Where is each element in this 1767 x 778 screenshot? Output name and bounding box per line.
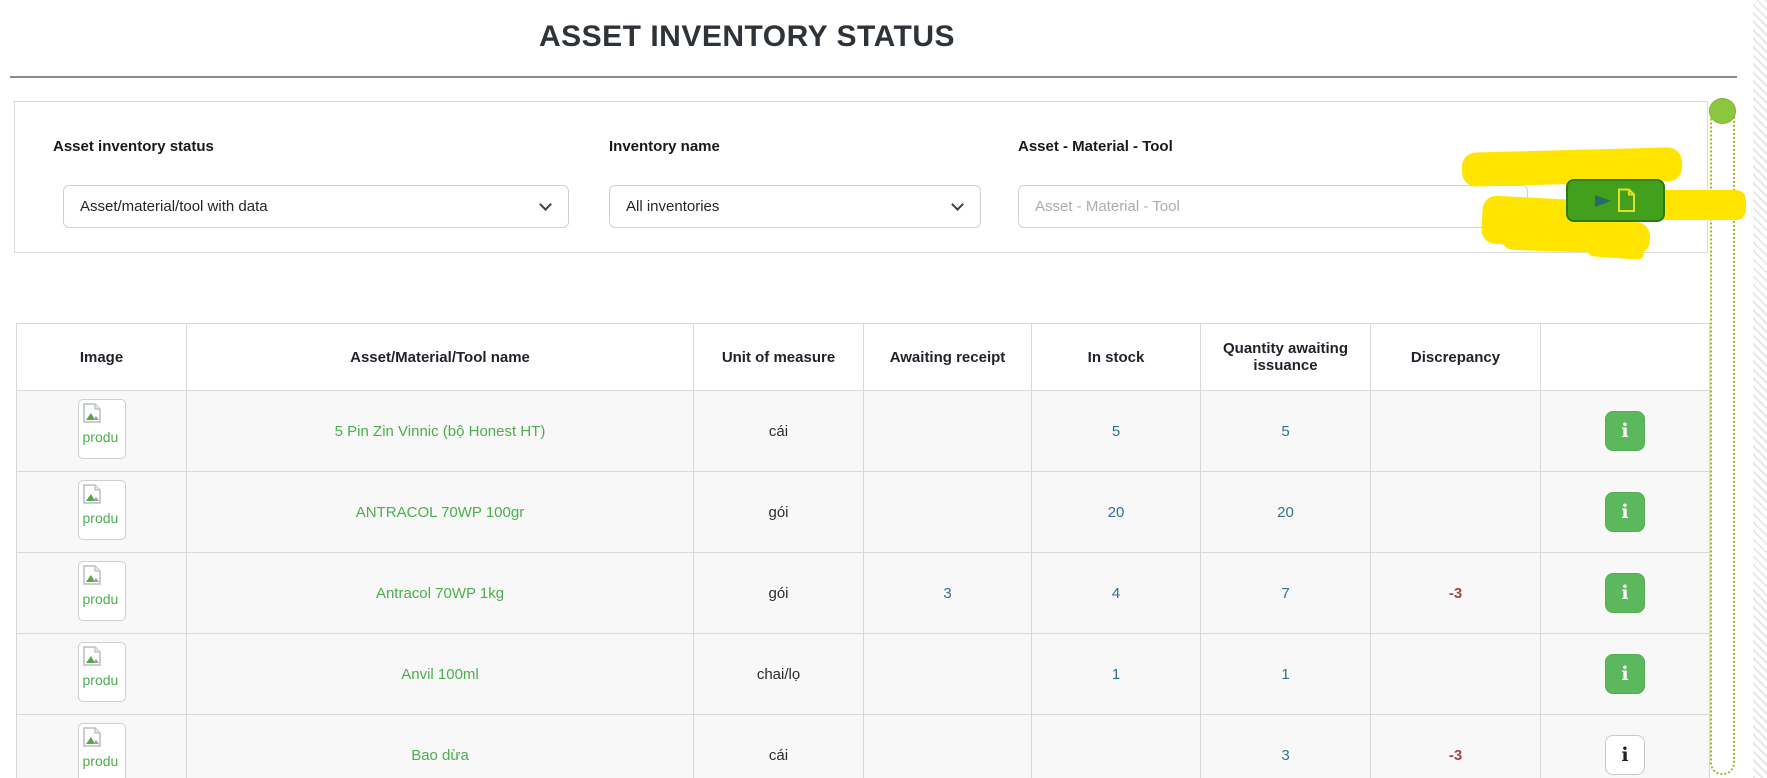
table-row: produ Anvil 100ml chai/lọ 1 1 i	[16, 633, 1710, 715]
awaiting-issuance-cell: 5	[1200, 390, 1371, 472]
image-alt-text: produ	[82, 510, 119, 526]
awaiting-issuance-cell: 20	[1200, 471, 1371, 553]
asset-name-link[interactable]: Bao dừa	[186, 714, 694, 778]
product-thumbnail[interactable]: produ	[77, 561, 126, 621]
table-row: produ Bao dừa cái 3 -3 i	[16, 714, 1710, 778]
asset-name-link[interactable]: Antracol 70WP 1kg	[186, 552, 694, 634]
image-cell: produ	[16, 552, 187, 634]
unit-cell: gói	[693, 552, 864, 634]
chevron-down-icon	[951, 198, 964, 211]
highlight-marker	[1587, 244, 1645, 260]
table-header-row: Image Asset/Material/Tool name Unit of m…	[16, 323, 1710, 391]
filter-label-inventory: Inventory name	[609, 138, 720, 155]
asset-search-input[interactable]	[1035, 198, 1511, 215]
unit-cell: cái	[693, 714, 864, 778]
discrepancy-cell: -3	[1370, 714, 1541, 778]
table-row: produ ANTRACOL 70WP 100gr gói 20 20 i	[16, 471, 1710, 553]
inventory-select[interactable]: All inventories	[609, 185, 981, 228]
asset-name-link[interactable]: Anvil 100ml	[186, 633, 694, 715]
asset-search-field	[1018, 185, 1528, 228]
header-unit: Unit of measure	[693, 323, 864, 391]
in-stock-cell: 5	[1031, 390, 1201, 472]
in-stock-cell: 4	[1031, 552, 1201, 634]
asset-name-link[interactable]: ANTRACOL 70WP 100gr	[186, 471, 694, 553]
inventory-select-value: All inventories	[626, 198, 720, 215]
info-button[interactable]: i	[1605, 654, 1645, 694]
image-alt-text: produ	[82, 591, 119, 607]
image-cell: produ	[16, 471, 187, 553]
broken-image-icon	[82, 484, 101, 504]
inventory-table: Image Asset/Material/Tool name Unit of m…	[16, 323, 1710, 778]
header-image: Image	[16, 323, 187, 391]
unit-cell: chai/lọ	[693, 633, 864, 715]
unit-cell: cái	[693, 390, 864, 472]
image-cell: produ	[16, 714, 187, 778]
broken-image-icon	[82, 565, 101, 585]
actions-cell: i	[1540, 390, 1710, 472]
awaiting-receipt-cell: 3	[863, 552, 1032, 634]
status-select[interactable]: Asset/material/tool with data	[63, 185, 569, 228]
header-name: Asset/Material/Tool name	[186, 323, 694, 391]
page-title: ASSET INVENTORY STATUS	[538, 20, 956, 53]
table-row: produ Antracol 70WP 1kg gói 3 4 7 -3 i	[16, 552, 1710, 634]
header-awaiting-receipt: Awaiting receipt	[863, 323, 1032, 391]
page-edge-hatch	[1753, 0, 1767, 778]
cursor-arrow-icon	[1595, 194, 1611, 207]
filter-label-asset: Asset - Material - Tool	[1018, 138, 1173, 155]
annotation-circle-handle	[1709, 98, 1736, 124]
header-discrepancy: Discrepancy	[1370, 323, 1541, 391]
title-divider	[10, 76, 1737, 78]
header-awaiting-issuance: Quantity awaiting issuance	[1200, 323, 1371, 391]
discrepancy-cell	[1370, 633, 1541, 715]
broken-image-icon	[82, 403, 101, 423]
status-select-value: Asset/material/tool with data	[80, 198, 268, 215]
product-thumbnail[interactable]: produ	[77, 399, 126, 459]
image-alt-text: produ	[82, 672, 119, 688]
in-stock-cell: 20	[1031, 471, 1201, 553]
product-thumbnail[interactable]: produ	[77, 723, 126, 778]
image-cell: produ	[16, 633, 187, 715]
page-header: ASSET INVENTORY STATUS	[0, 20, 1494, 54]
awaiting-receipt-cell	[863, 633, 1032, 715]
broken-image-icon	[82, 727, 101, 747]
actions-cell: i	[1540, 552, 1710, 634]
in-stock-cell: 1	[1031, 633, 1201, 715]
table-body: produ 5 Pin Zin Vinnic (bộ Honest HT) cá…	[16, 390, 1710, 778]
info-button[interactable]: i	[1605, 411, 1645, 451]
awaiting-issuance-cell: 3	[1200, 714, 1371, 778]
discrepancy-cell	[1370, 390, 1541, 472]
filter-label-status: Asset inventory status	[53, 138, 214, 155]
filter-panel	[14, 101, 1708, 253]
image-cell: produ	[16, 390, 187, 472]
unit-cell: gói	[693, 471, 864, 553]
discrepancy-cell: -3	[1370, 552, 1541, 634]
actions-cell: i	[1540, 471, 1710, 553]
awaiting-issuance-cell: 7	[1200, 552, 1371, 634]
awaiting-receipt-cell	[863, 390, 1032, 472]
product-thumbnail[interactable]: produ	[77, 642, 126, 702]
info-button[interactable]: i	[1605, 573, 1645, 613]
broken-image-icon	[82, 646, 101, 666]
actions-cell: i	[1540, 714, 1710, 778]
info-button[interactable]: i	[1605, 735, 1645, 775]
chevron-down-icon	[539, 198, 552, 211]
product-thumbnail[interactable]: produ	[77, 480, 126, 540]
info-button[interactable]: i	[1605, 492, 1645, 532]
image-alt-text: produ	[82, 753, 119, 769]
discrepancy-cell	[1370, 471, 1541, 553]
asset-name-link[interactable]: 5 Pin Zin Vinnic (bộ Honest HT)	[186, 390, 694, 472]
actions-cell: i	[1540, 633, 1710, 715]
export-report-button[interactable]	[1566, 179, 1665, 222]
header-actions	[1540, 323, 1710, 391]
header-in-stock: In stock	[1031, 323, 1201, 391]
in-stock-cell	[1031, 714, 1201, 778]
document-icon	[1618, 188, 1635, 212]
table-row: produ 5 Pin Zin Vinnic (bộ Honest HT) cá…	[16, 390, 1710, 472]
image-alt-text: produ	[82, 429, 119, 445]
awaiting-receipt-cell	[863, 471, 1032, 553]
awaiting-issuance-cell: 1	[1200, 633, 1371, 715]
awaiting-receipt-cell	[863, 714, 1032, 778]
